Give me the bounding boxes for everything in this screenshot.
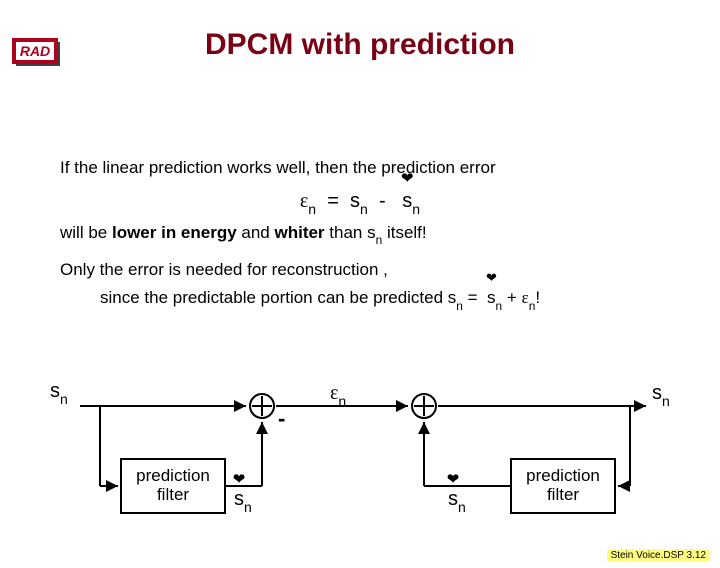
summer-1 [248, 392, 276, 420]
line-2: will be lower in energy and whiter than … [60, 221, 660, 248]
minus-label: - [278, 406, 285, 432]
summer-2 [410, 392, 438, 420]
block-diagram: predictionfilter predictionfilter sn εn … [30, 378, 690, 538]
svg-text:RAD: RAD [20, 43, 50, 59]
s-hat-2: ❤s [487, 286, 496, 311]
shat-2-label: ❤sn [448, 488, 466, 513]
filter-2-label: predictionfilter [526, 467, 600, 504]
shat-1-label: ❤sn [234, 488, 252, 513]
s-hat: ❤s [402, 187, 412, 216]
line-1: If the linear prediction works well, the… [60, 156, 660, 181]
line-3: Only the error is needed for reconstruct… [60, 258, 660, 283]
filter-1-label: predictionfilter [136, 467, 210, 504]
equation-1: εn = sn - ❤sn [60, 187, 660, 217]
rad-logo: RAD [10, 36, 70, 76]
sn-input-label: sn [50, 380, 68, 405]
prediction-filter-2: predictionfilter [510, 458, 616, 514]
sn-output-label: sn [652, 382, 670, 407]
prediction-filter-1: predictionfilter [120, 458, 226, 514]
body-text: If the linear prediction works well, the… [60, 156, 660, 313]
page-title: DPCM with prediction [0, 28, 720, 62]
footer-citation: Stein Voice.DSP 3.12 [607, 549, 710, 562]
line-4: since the predictable portion can be pre… [100, 286, 660, 313]
eps-label: εn [330, 382, 346, 407]
